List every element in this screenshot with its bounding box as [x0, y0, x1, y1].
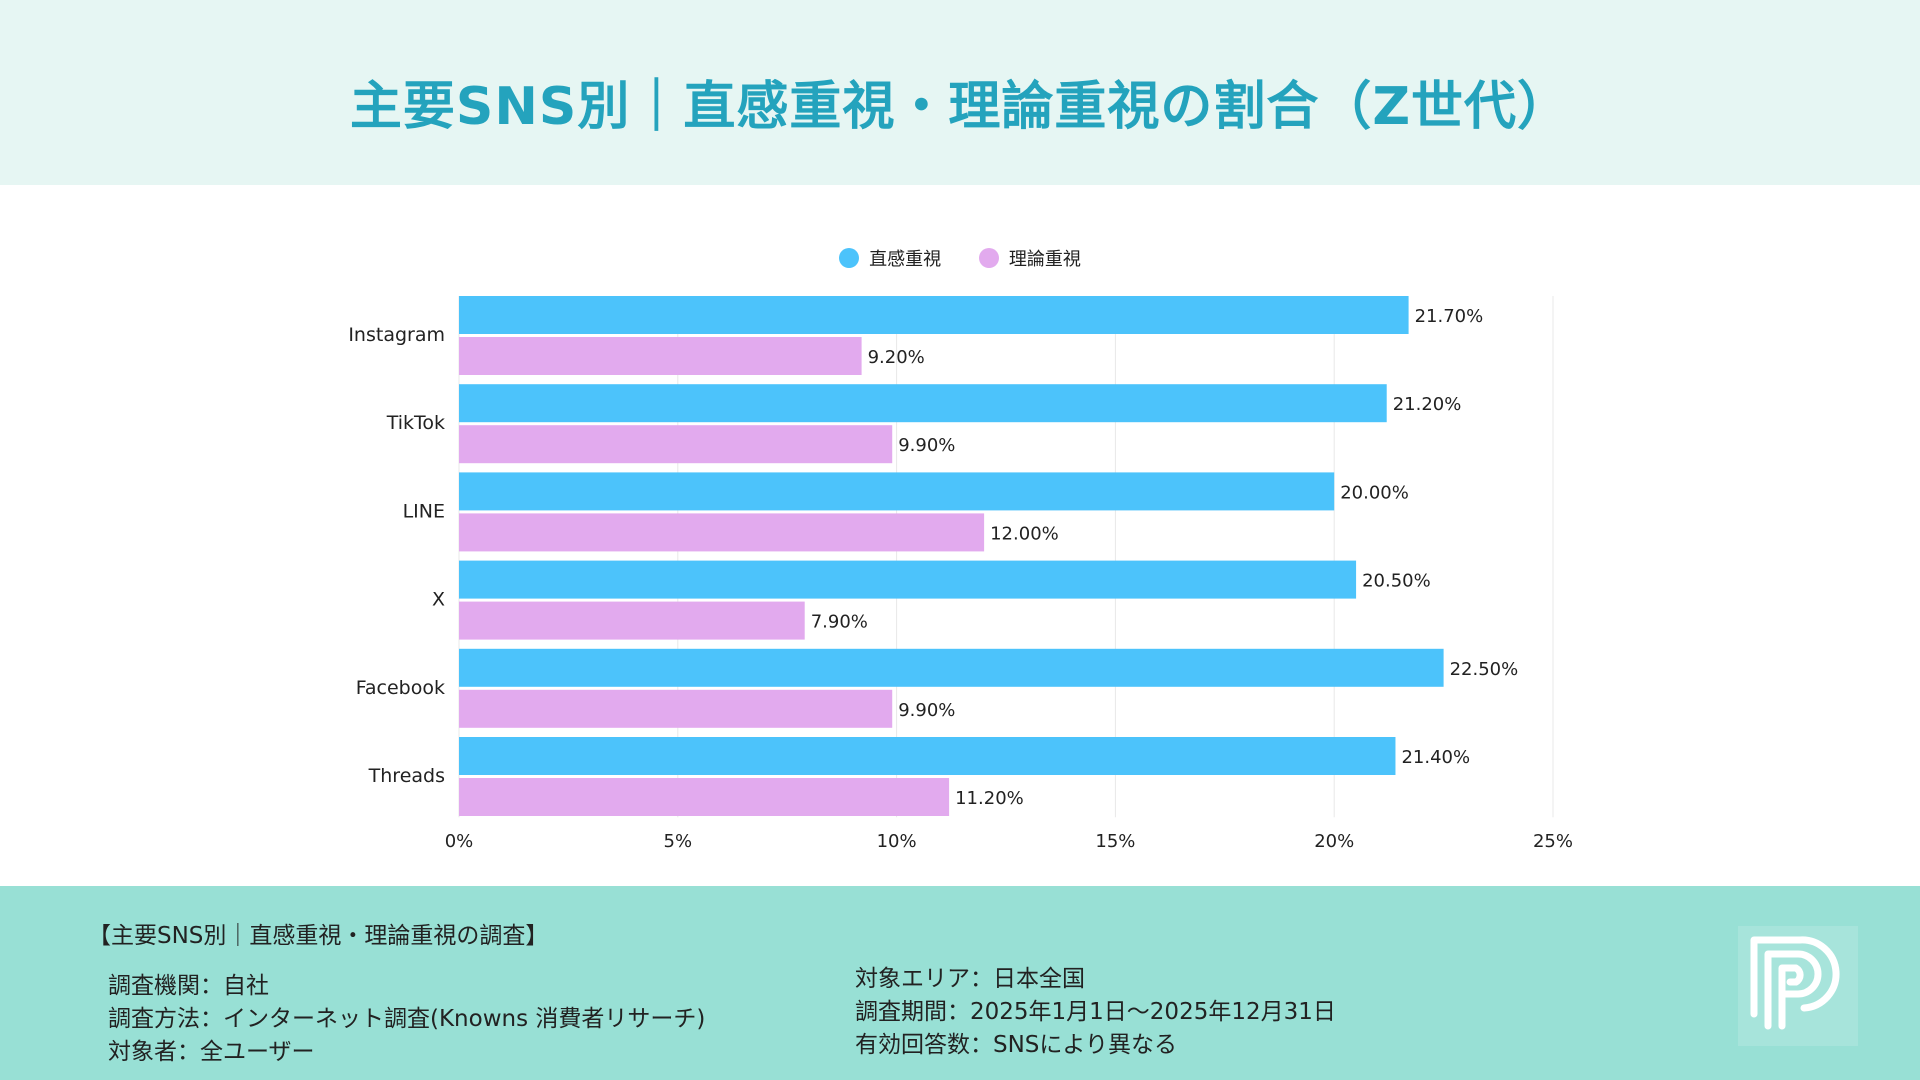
survey-org: 調査機関：自社 — [108, 973, 269, 999]
bar-logic — [459, 778, 950, 816]
data-label-intuition: 20.50% — [1362, 571, 1431, 592]
data-label-logic: 9.20% — [868, 347, 925, 368]
chart-legend: 直感重視 理論重視 — [0, 245, 1920, 273]
bar-intuition — [459, 737, 1396, 775]
data-label-intuition: 21.70% — [1415, 306, 1484, 327]
data-label-intuition: 21.20% — [1393, 394, 1462, 415]
category-label: X — [432, 589, 445, 611]
x-tick-label: 25% — [1533, 831, 1573, 852]
survey-period: 調査期間：2025年1月1日～2025年12月31日 — [855, 999, 1336, 1025]
category-label: TikTok — [386, 412, 445, 434]
x-tick-label: 20% — [1314, 831, 1354, 852]
bar-logic — [459, 601, 805, 640]
bar-logic — [459, 513, 985, 552]
legend-item-intuition[interactable]: 直感重視 — [839, 245, 941, 271]
footer-info-right: 対象エリア：日本全国 調査期間：2025年1月1日～2025年12月31日 有効… — [855, 963, 1336, 1062]
data-label-logic: 9.90% — [898, 700, 955, 721]
survey-area: 対象エリア：日本全国 — [855, 966, 1085, 992]
legend-dot-logic-icon — [978, 248, 999, 268]
bar-intuition — [459, 384, 1387, 423]
legend-item-logic[interactable]: 理論重視 — [978, 245, 1081, 271]
footer-heading: 【主要SNS別｜直感重視・理論重視の調査】 — [88, 923, 549, 949]
data-label-intuition: 20.00% — [1340, 482, 1409, 503]
bar-intuition — [459, 472, 1335, 511]
x-tick-label: 15% — [1095, 831, 1135, 852]
survey-responses: 有効回答数：SNSにより異なる — [855, 1032, 1177, 1058]
brand-p-icon — [1750, 936, 1840, 1030]
data-label-logic: 9.90% — [898, 435, 955, 456]
category-label: Facebook — [356, 677, 445, 699]
data-label-logic: 12.00% — [990, 523, 1059, 544]
bar-chart: 0% 5% 10% 15% 20% 25% Instagram 21.70% 9.20% TikT… — [348, 296, 1573, 852]
x-tick-label: 0% — [445, 831, 474, 852]
bar-logic — [459, 425, 893, 464]
bar-intuition — [459, 296, 1409, 334]
bar-logic — [459, 337, 862, 375]
footer-band: 【主要SNS別｜直感重視・理論重視の調査】 調査機関：自社 調査方法：インターネ… — [0, 886, 1920, 1080]
footer-info-left: 調査機関：自社 調査方法：インターネット調査(Knowns 消費者リサーチ) 対… — [108, 970, 705, 1069]
survey-method: 調査方法：インターネット調査(Knowns 消費者リサーチ) — [108, 1006, 706, 1032]
bar-logic — [459, 689, 893, 728]
data-label-intuition: 21.40% — [1401, 747, 1470, 768]
header-band: 主要SNS別｜直感重視・理論重視の割合（Z世代） — [0, 0, 1920, 185]
legend-label-intuition: 直感重視 — [869, 249, 942, 270]
legend-label-logic: 理論重視 — [1008, 249, 1081, 270]
category-label: Threads — [368, 765, 445, 787]
x-tick-label: 10% — [877, 831, 917, 852]
data-label-logic: 11.20% — [955, 788, 1024, 809]
legend-dot-intuition-icon — [839, 248, 860, 268]
x-tick-label: 5% — [664, 831, 693, 852]
data-label-logic: 7.90% — [811, 612, 868, 633]
bar-intuition — [459, 648, 1444, 687]
category-label: Instagram — [348, 324, 445, 346]
category-label: LINE — [403, 500, 445, 522]
bar-intuition — [459, 560, 1357, 599]
page-title: 主要SNS別｜直感重視・理論重視の割合（Z世代） — [349, 77, 1571, 137]
brand-logo — [1738, 926, 1858, 1046]
survey-target: 対象者：全ユーザー — [108, 1039, 315, 1065]
data-label-intuition: 22.50% — [1450, 659, 1519, 680]
